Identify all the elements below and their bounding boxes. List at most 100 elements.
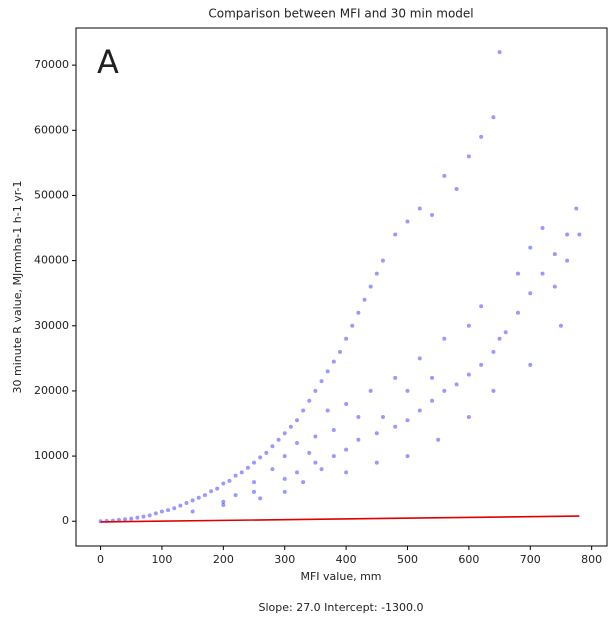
scatter-point xyxy=(491,349,496,354)
scatter-point xyxy=(405,454,410,459)
scatter-point xyxy=(313,388,318,393)
scatter-point xyxy=(356,310,361,315)
y-tick-label: 50000 xyxy=(34,188,69,201)
scatter-point xyxy=(252,480,257,485)
plot-frame xyxy=(75,27,608,547)
scatter-point xyxy=(258,496,263,501)
scatter-point xyxy=(540,271,545,276)
scatter-point xyxy=(405,219,410,224)
scatter-point xyxy=(574,206,579,211)
scatter-point xyxy=(209,489,214,494)
scatter-point xyxy=(344,401,349,406)
scatter-point xyxy=(528,291,533,296)
scatter-point xyxy=(503,330,508,335)
scatter-point xyxy=(294,470,299,475)
scatter-point xyxy=(417,356,422,361)
scatter-point xyxy=(227,478,232,483)
scatter-point xyxy=(491,115,496,120)
scatter-point xyxy=(442,388,447,393)
scatter-point xyxy=(368,284,373,289)
scatter-point xyxy=(565,258,570,263)
scatter-point xyxy=(577,232,582,237)
x-tick-label: 200 xyxy=(213,553,234,566)
scatter-point xyxy=(331,454,336,459)
scatter-point xyxy=(374,431,379,436)
scatter-point xyxy=(264,450,269,455)
scatter-point xyxy=(356,414,361,419)
scatter-point xyxy=(166,508,171,513)
scatter-point xyxy=(270,444,275,449)
x-tick-label: 300 xyxy=(274,553,295,566)
fit-line xyxy=(100,515,580,523)
scatter-point xyxy=(466,323,471,328)
scatter-point xyxy=(479,134,484,139)
scatter-point xyxy=(245,465,250,470)
scatter-point xyxy=(442,336,447,341)
scatter-point xyxy=(135,515,140,520)
scatter-point xyxy=(393,232,398,237)
footnote: Slope: 27.0 Intercept: -1300.0 xyxy=(258,601,423,614)
scatter-point xyxy=(528,362,533,367)
scatter-point xyxy=(331,359,336,364)
y-axis-label: 30 minute R value, MJmmha-1 h-1 yr-1 xyxy=(11,180,24,393)
scatter-point xyxy=(221,499,226,504)
scatter-point xyxy=(325,408,330,413)
x-tick-label: 700 xyxy=(520,553,541,566)
scatter-point xyxy=(282,476,287,481)
scatter-point xyxy=(344,336,349,341)
scatter-point xyxy=(325,369,330,374)
scatter-point xyxy=(479,362,484,367)
scatter-point xyxy=(393,375,398,380)
scatter-point xyxy=(454,382,459,387)
scatter-point xyxy=(442,173,447,178)
x-tick-label: 600 xyxy=(458,553,479,566)
chart-title: Comparison between MFI and 30 min model xyxy=(208,7,473,21)
scatter-point xyxy=(313,460,318,465)
scatter-point xyxy=(374,271,379,276)
scatter-point xyxy=(558,323,563,328)
scatter-point xyxy=(497,50,502,55)
scatter-point xyxy=(215,486,220,491)
scatter-point xyxy=(270,467,275,472)
scatter-point xyxy=(362,297,367,302)
scatter-point xyxy=(307,398,312,403)
y-tick-label: 30000 xyxy=(34,319,69,332)
scatter-point xyxy=(301,408,306,413)
scatter-point xyxy=(344,470,349,475)
scatter-point xyxy=(159,509,164,514)
scatter-point xyxy=(196,495,201,500)
scatter-point xyxy=(276,437,281,442)
scatter-point xyxy=(178,503,183,508)
scatter-point xyxy=(294,418,299,423)
scatter-point xyxy=(233,473,238,478)
scatter-point xyxy=(430,213,435,218)
y-tick-label: 60000 xyxy=(34,123,69,136)
scatter-point xyxy=(184,500,189,505)
scatter-point xyxy=(282,454,287,459)
scatter-point xyxy=(307,450,312,455)
scatter-point xyxy=(552,284,557,289)
x-axis-label: MFI value, mm xyxy=(300,570,381,583)
scatter-point xyxy=(454,186,459,191)
scatter-point xyxy=(350,323,355,328)
scatter-point xyxy=(202,493,207,498)
scatter-point xyxy=(337,349,342,354)
scatter-point xyxy=(540,226,545,231)
scatter-point xyxy=(430,398,435,403)
scatter-point xyxy=(405,418,410,423)
scatter-point xyxy=(405,388,410,393)
scatter-point xyxy=(233,493,238,498)
scatter-point xyxy=(172,506,177,511)
y-tick-label: 40000 xyxy=(34,254,69,267)
scatter-point xyxy=(141,514,146,519)
scatter-point xyxy=(430,375,435,380)
scatter-point xyxy=(190,498,195,503)
scatter-point xyxy=(374,460,379,465)
scatter-point xyxy=(129,516,134,521)
scatter-point xyxy=(319,467,324,472)
y-tick-label: 0 xyxy=(62,514,69,527)
scatter-point xyxy=(288,424,293,429)
scatter-point xyxy=(221,481,226,486)
scatter-point xyxy=(239,470,244,475)
